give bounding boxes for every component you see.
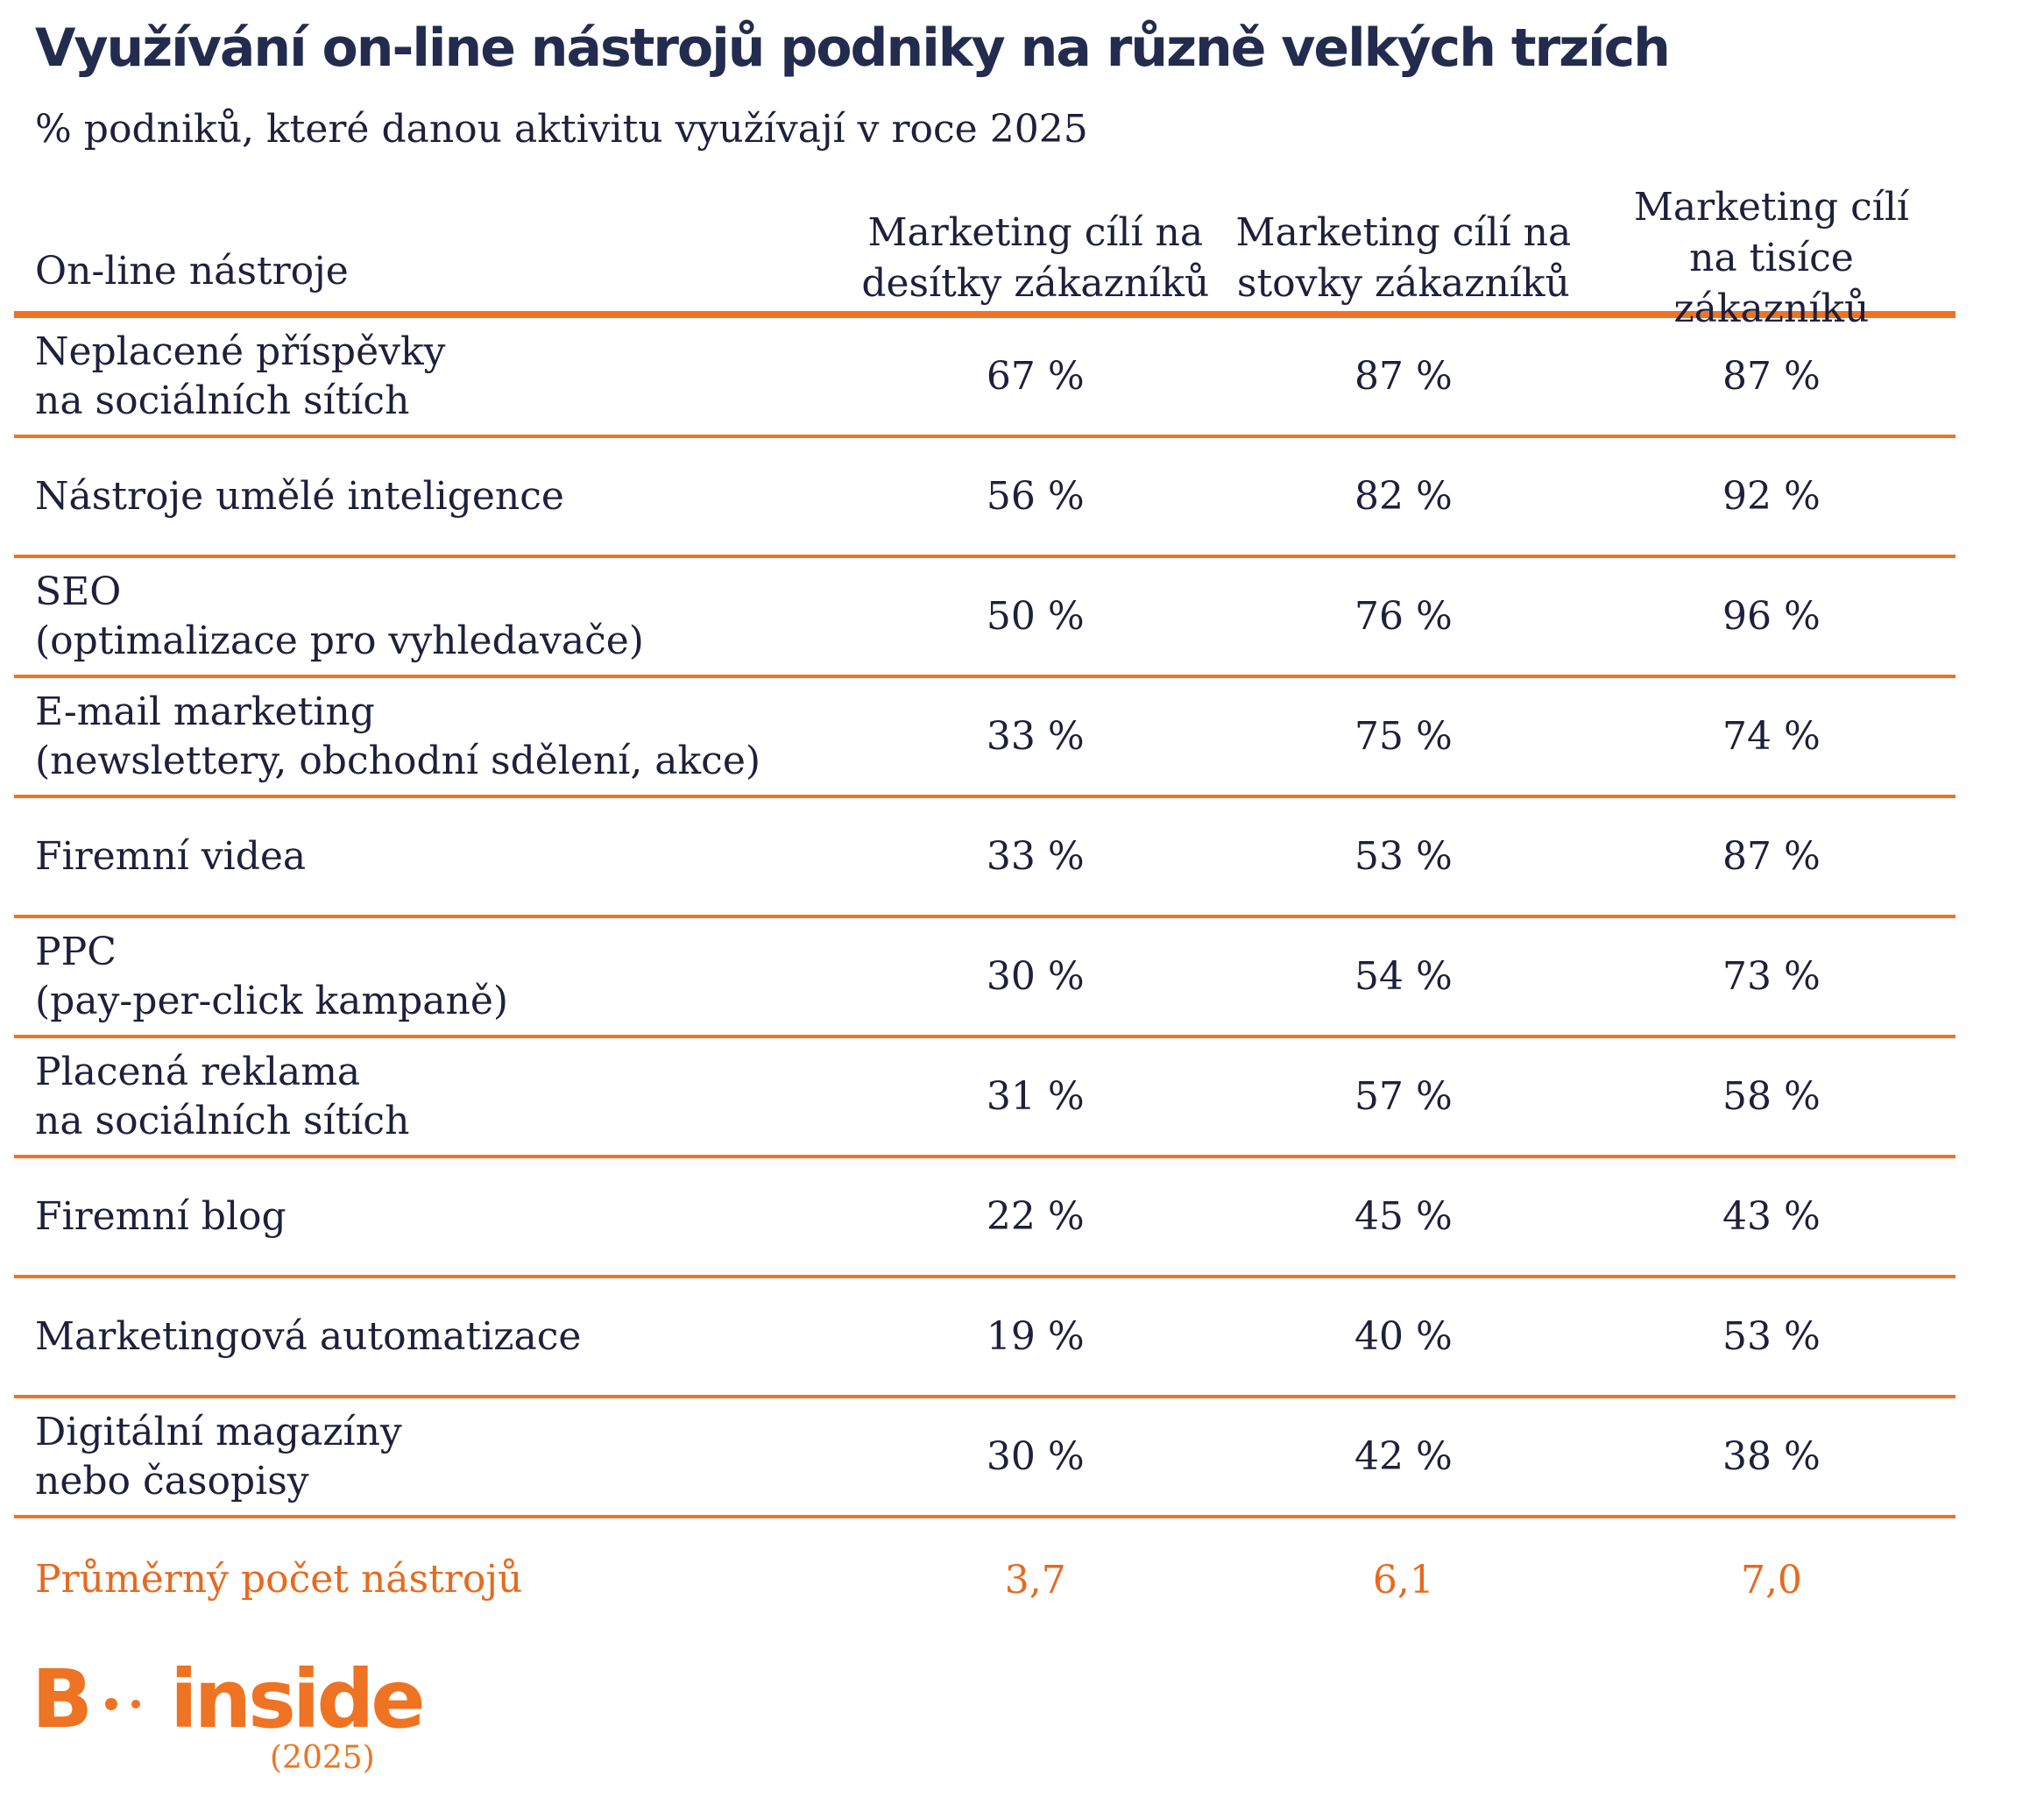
row-value: 33 %	[986, 714, 1085, 759]
row-value: 56 %	[986, 474, 1085, 519]
page-subtitle: % podniků, které danou aktivitu využívaj…	[35, 107, 1088, 152]
row-value: 75 %	[1354, 714, 1453, 759]
table-row: Nástroje umělé inteligence 56 % 82 % 92 %	[14, 438, 1956, 558]
row-label: SEO (optimalizace pro vyhledavače)	[14, 568, 852, 666]
row-value: 42 %	[1354, 1434, 1453, 1479]
footer-value-thousands: 7,0	[1740, 1557, 1802, 1602]
row-value: 38 %	[1722, 1434, 1821, 1479]
table-footer: Průměrný počet nástrojů 3,7 6,1 7,0	[14, 1518, 1956, 1641]
row-value: 53 %	[1354, 834, 1453, 879]
row-value: 96 %	[1722, 594, 1821, 639]
row-label: PPC (pay-per-click kampaně)	[14, 928, 852, 1026]
header-thousands: Marketing cílí na tisíce zákazníků	[1633, 185, 1909, 331]
table-row: Neplacené příspěvky na sociálních sítích 6…	[14, 318, 1956, 438]
logo-letter: B	[32, 1652, 93, 1746]
row-label-line1: SEO	[35, 569, 122, 614]
row-label-line1: Placená reklama	[35, 1049, 361, 1094]
row-value: 57 %	[1354, 1074, 1453, 1119]
row-label: E-mail marketing (newslettery, obchodní s…	[14, 688, 852, 786]
row-value: 43 %	[1722, 1194, 1821, 1239]
row-label: Firemní videa	[14, 832, 852, 881]
table-row: SEO (optimalizace pro vyhledavače) 50 % 76 …	[14, 558, 1956, 678]
row-value: 73 %	[1722, 954, 1821, 999]
row-value: 40 %	[1354, 1314, 1453, 1359]
row-value: 45 %	[1354, 1194, 1453, 1239]
header-hundreds: Marketing cílí na stovky zákazníků	[1235, 210, 1572, 306]
row-value: 67 %	[986, 354, 1085, 399]
header-tens: Marketing cílí na desítky zákazníků	[861, 210, 1210, 306]
row-label: Firemní blog	[14, 1192, 852, 1242]
table-row: Firemní videa 33 % 53 % 87 %	[14, 798, 1956, 918]
tools-table: On-line nástroje Marketing cílí na desít…	[14, 185, 1956, 1641]
row-label-line1: Marketingová automatizace	[35, 1313, 582, 1359]
row-label-line1: Firemní videa	[35, 833, 307, 879]
row-value: 53 %	[1722, 1314, 1821, 1359]
header-tools: On-line nástroje	[35, 249, 349, 294]
row-label: Neplacené příspěvky na sociálních sítích	[14, 328, 852, 426]
row-value: 19 %	[986, 1314, 1085, 1359]
row-value: 92 %	[1722, 474, 1821, 519]
row-label-line2: (newslettery, obchodní sdělení, akce)	[35, 738, 761, 783]
table-row: Placená reklama na sociálních sítích 31 % 5…	[14, 1038, 1956, 1158]
row-value: 30 %	[986, 954, 1085, 999]
row-label-line2: na sociálních sítích	[35, 1098, 410, 1143]
row-label-line2: nebo časopisy	[35, 1458, 309, 1503]
page-title: Využívání on-line nástrojů podniky na rů…	[35, 18, 1671, 79]
row-label-line1: Firemní blog	[35, 1193, 286, 1239]
row-value: 54 %	[1354, 954, 1453, 999]
row-label: Placená reklama na sociálních sítích	[14, 1048, 852, 1146]
table-row: Firemní blog 22 % 45 % 43 %	[14, 1158, 1956, 1278]
row-value: 74 %	[1722, 714, 1821, 759]
logo-dots-icon	[98, 1696, 165, 1714]
table-row: Marketingová automatizace 19 % 40 % 53 %	[14, 1278, 1956, 1398]
row-value: 87 %	[1722, 834, 1821, 879]
footer-value-tens: 3,7	[1004, 1557, 1066, 1602]
row-label-line1: PPC	[35, 929, 117, 974]
row-value: 82 %	[1354, 474, 1453, 519]
logo-word: inside	[170, 1652, 426, 1746]
row-label: Digitální magazíny nebo časopisy	[14, 1408, 852, 1506]
footer-value-hundreds: 6,1	[1372, 1557, 1434, 1602]
row-value: 76 %	[1354, 594, 1453, 639]
table-header: On-line nástroje Marketing cílí na desít…	[14, 185, 1956, 331]
row-value: 33 %	[986, 834, 1085, 879]
row-label: Marketingová automatizace	[14, 1312, 852, 1362]
row-label-line1: Nástroje umělé inteligence	[35, 473, 564, 519]
row-value: 30 %	[986, 1434, 1085, 1479]
row-label: Nástroje umělé inteligence	[14, 472, 852, 521]
row-label-line2: (optimalizace pro vyhledavače)	[35, 618, 644, 663]
row-label-line2: na sociálních sítích	[35, 378, 410, 423]
row-value: 58 %	[1722, 1074, 1821, 1119]
table-row: E-mail marketing (newslettery, obchodní s…	[14, 678, 1956, 798]
logo-year: (2025)	[270, 1740, 375, 1776]
row-value: 31 %	[986, 1074, 1085, 1119]
table-row: PPC (pay-per-click kampaně) 30 % 54 % 73 %	[14, 918, 1956, 1038]
table-row: Digitální magazíny nebo časopisy 30 % 42 % 3…	[14, 1398, 1956, 1518]
row-label-line2: (pay-per-click kampaně)	[35, 978, 509, 1023]
row-label-line1: E-mail marketing	[35, 689, 375, 734]
table-body: Neplacené příspěvky na sociálních sítích 6…	[14, 318, 1956, 1518]
row-label-line1: Digitální magazíny	[35, 1409, 402, 1454]
row-value: 87 %	[1354, 354, 1453, 399]
row-value: 87 %	[1722, 354, 1821, 399]
footer-label: Průměrný počet nástrojů	[35, 1557, 523, 1602]
row-label-line1: Neplacené příspěvky	[35, 329, 446, 374]
row-value: 50 %	[986, 594, 1085, 639]
row-value: 22 %	[986, 1194, 1085, 1239]
